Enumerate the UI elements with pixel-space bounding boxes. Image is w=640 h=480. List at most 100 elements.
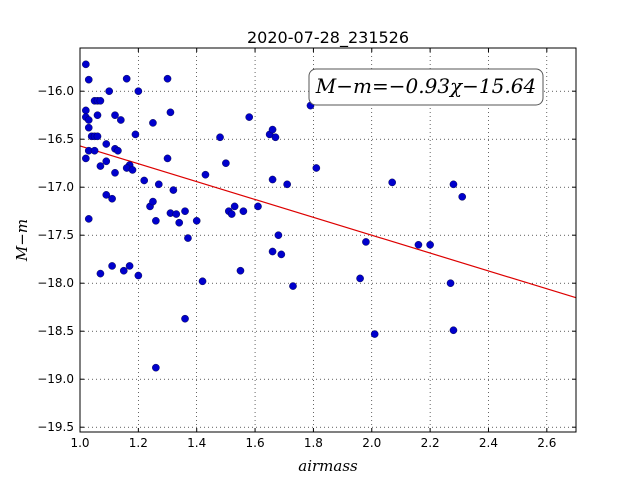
- data-point: [84, 215, 93, 223]
- data-point: [222, 159, 230, 167]
- y-tick-label: −17.5: [37, 228, 74, 242]
- y-tick-label: −19.0: [37, 372, 74, 386]
- data-point: [172, 210, 181, 218]
- data-point: [114, 146, 122, 155]
- data-point: [362, 238, 370, 246]
- data-point: [122, 74, 131, 83]
- data-point: [271, 133, 280, 142]
- x-tick-label: 1.2: [129, 436, 148, 450]
- data-point: [102, 157, 111, 166]
- fit-line: [79, 145, 577, 299]
- data-point: [166, 108, 175, 117]
- data-point: [82, 60, 90, 69]
- data-point: [96, 162, 105, 170]
- data-point: [152, 363, 160, 372]
- data-point: [128, 166, 137, 174]
- data-point: [119, 266, 128, 275]
- y-tick-label: −17.0: [37, 180, 74, 194]
- x-axis-label: airmass: [298, 457, 358, 475]
- y-tick-label: −16.5: [37, 132, 74, 146]
- chart-title: 2020-07-28_231526: [247, 28, 409, 48]
- data-point: [96, 97, 105, 105]
- axis-ticks: 1.0 1.2 1.4 1.6 1.8 2.0 2.2 2.4 2.6 −16.0 −16.5 −17…: [37, 48, 576, 450]
- data-point: [426, 240, 434, 249]
- fit-line-layer: [79, 145, 577, 299]
- x-tick-label: 1.4: [187, 436, 206, 450]
- plot-area: [80, 48, 576, 432]
- data-point: [289, 282, 297, 290]
- data-point: [230, 202, 239, 211]
- data-point: [134, 271, 143, 280]
- x-tick-label: 2.0: [362, 436, 381, 450]
- data-point: [140, 176, 148, 185]
- data-point: [84, 116, 93, 124]
- data-point: [449, 326, 458, 335]
- data-point: [125, 262, 134, 270]
- data-point: [414, 240, 423, 249]
- x-tick-label: 1.0: [70, 436, 89, 450]
- data-point: [268, 125, 277, 134]
- data-point: [370, 330, 379, 338]
- x-tick-label: 2.2: [421, 436, 440, 450]
- y-tick-label: −16.0: [37, 84, 74, 98]
- data-point: [154, 180, 163, 189]
- data-point: [163, 74, 172, 83]
- annotation-box: [308, 68, 544, 106]
- data-point: [274, 231, 283, 239]
- data-point: [268, 247, 277, 256]
- data-point: [117, 116, 125, 124]
- data-point: [192, 216, 201, 225]
- data-point: [96, 269, 105, 278]
- data-point: [184, 234, 192, 242]
- x-tick-label: 1.8: [304, 436, 323, 450]
- data-point: [102, 191, 111, 199]
- data-point: [163, 154, 172, 163]
- x-tick-label: 2.4: [479, 436, 498, 450]
- y-tick-label: −18.5: [37, 324, 74, 338]
- data-point: [134, 87, 143, 95]
- data-point: [201, 170, 210, 179]
- data-point: [245, 113, 254, 121]
- data-point: [268, 175, 277, 184]
- data-points: [82, 60, 467, 372]
- data-point: [277, 250, 286, 259]
- data-point: [216, 133, 224, 142]
- data-point: [111, 168, 119, 177]
- data-point: [198, 277, 207, 286]
- data-point: [388, 178, 396, 187]
- data-point: [105, 87, 113, 95]
- data-point: [108, 262, 116, 270]
- data-point: [239, 207, 248, 215]
- data-point: [131, 130, 140, 139]
- data-point: [356, 274, 364, 283]
- data-point: [446, 279, 455, 288]
- data-point: [152, 216, 160, 225]
- data-point: [169, 186, 178, 194]
- data-point: [90, 146, 99, 155]
- fit-equation: M−m=−0.93χ−15.64: [315, 74, 536, 98]
- data-point: [111, 111, 119, 119]
- data-point: [312, 164, 321, 172]
- fit-annotation: M−m=−0.93χ−15.64: [308, 68, 544, 106]
- x-tick-label: 1.6: [246, 436, 265, 450]
- data-point: [84, 123, 93, 132]
- data-point: [181, 207, 189, 215]
- data-point: [236, 266, 245, 275]
- data-point: [149, 119, 157, 127]
- data-point: [102, 140, 111, 148]
- data-point: [458, 192, 467, 201]
- data-point: [227, 210, 236, 218]
- y-tick-label: −19.5: [37, 420, 74, 434]
- plot-frame: [79, 47, 577, 433]
- data-point: [449, 180, 458, 189]
- data-point: [149, 197, 157, 206]
- data-point: [254, 202, 262, 211]
- y-axis-label: M−m: [13, 219, 31, 262]
- data-point: [283, 180, 291, 189]
- data-point: [181, 314, 189, 323]
- data-point: [175, 218, 183, 227]
- data-point: [82, 106, 90, 115]
- x-tick-label: 2.6: [537, 436, 556, 450]
- data-point: [108, 194, 116, 203]
